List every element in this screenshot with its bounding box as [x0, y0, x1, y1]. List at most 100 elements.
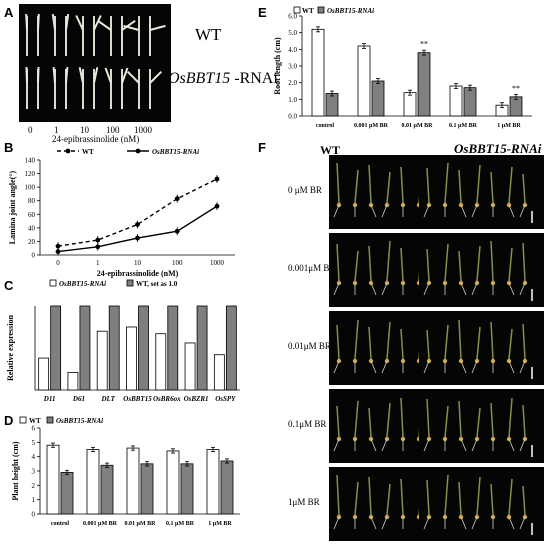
seedling-shoot [476, 245, 481, 282]
leaf-blade [75, 15, 84, 31]
chart-e-legend-wt-swatch [293, 6, 301, 14]
seedling-seed [368, 514, 374, 520]
chart-d-y-tick-label: 6 [32, 425, 36, 433]
chart-d-x-tick-label: 0.001 μM BR [83, 521, 118, 527]
leaf-blade [104, 67, 112, 84]
panel-f-row-label: 1μM BR [288, 497, 320, 507]
seedling-photo [419, 155, 544, 229]
seedling-photo [419, 389, 544, 463]
seedling-shoot [368, 245, 372, 282]
seedling-root [370, 282, 377, 296]
chart-e-bar [403, 92, 417, 117]
chart-c-x-tick-label: D61 [72, 395, 85, 403]
seedling-root [519, 438, 526, 452]
chart-e-legend-rnai-swatch [317, 6, 325, 14]
panel-a-tick-1: 1 [54, 125, 59, 135]
chart-e-y-tick-label: 6.0 [288, 13, 297, 21]
chart-d-x-tick-label: 0.01 μM BR [125, 521, 157, 527]
chart-d-bar [60, 472, 74, 515]
chart-d-legend-wt-swatch [19, 416, 27, 424]
seedling-shoot [458, 481, 462, 516]
chart-b: 0 20 40 60 80 100 120 140 0 1 10 100 1000 24-epibrass… [8, 148, 235, 278]
seedling-shoot [444, 243, 449, 282]
chart-c-legend-wt: WT, set as 1.0 [136, 280, 178, 288]
seedling-shoot [508, 397, 513, 438]
seedling-seed [522, 514, 528, 520]
chart-c-legend-rnai-swatch [49, 279, 57, 287]
chart-b-y-tick-label: 80 [28, 197, 36, 205]
seedling-root [370, 438, 377, 452]
chart-b-series-line [57, 205, 218, 253]
chart-b-point [214, 203, 220, 209]
seedling-root [471, 204, 478, 218]
chart-e-x-tick-label: 0.1 μM BR [449, 123, 478, 129]
chart-c-bar [155, 333, 167, 391]
panel-label-d: D [4, 413, 14, 428]
leaf-blade [97, 20, 112, 31]
chart-c-bar [184, 342, 196, 391]
chart-e-x-tick-label: 0.001 μM BR [354, 123, 389, 129]
chart-d-y-tick-label: 4 [32, 453, 36, 461]
chart-c-ylabel: Relative expression [6, 315, 15, 381]
chart-d-y-tick-label: 2 [32, 482, 36, 490]
seedling-shoot [458, 250, 462, 282]
seedling-shoot [336, 474, 340, 516]
chart-b-y-tick-label: 0 [32, 252, 36, 260]
seedling-shoot [476, 326, 481, 360]
chart-c-legend-rnai: OsBBT15-RNAi [59, 280, 106, 288]
chart-e-bar [357, 45, 371, 117]
panel-label-a: A [4, 5, 14, 20]
seedling-shoot [522, 173, 526, 204]
seedling-seed [384, 514, 390, 520]
seedling-shoot [490, 483, 494, 516]
chart-e-y-tick-label: 0.0 [288, 113, 297, 121]
panel-f-header-wt: WT [320, 143, 341, 157]
seedling-shoot [386, 402, 391, 438]
seedling-root [508, 438, 515, 452]
seedling-root [370, 516, 377, 530]
seedling-seed [506, 514, 512, 520]
chart-b-point [174, 228, 180, 234]
chart-d-x-tick-label: 1 μM BR [208, 521, 232, 527]
seedling-shoot [368, 476, 372, 516]
seedling-root [519, 516, 526, 530]
chart-d: 0 1 2 3 4 5 6 control 0.001 μM BR 0.01 μM BR 0.1 μ… [11, 416, 240, 527]
seedling-photo [419, 233, 544, 307]
seedling-root [508, 204, 515, 218]
chart-e-y-tick-label: 2.0 [288, 79, 297, 87]
seedling-root [460, 282, 467, 296]
gene-name: OsBBT15 [168, 70, 231, 87]
seedling-shoot [426, 167, 430, 204]
seedling-shoot [508, 247, 513, 282]
chart-c-bar [126, 326, 137, 391]
panel-f-row-label: 0.1μM BR [288, 419, 326, 429]
chart-b-y-tick-label: 100 [25, 184, 36, 192]
seedling-shoot [508, 328, 513, 360]
seedling-seed [442, 514, 448, 520]
chart-d-bar [126, 447, 140, 515]
chart-b-point [55, 249, 61, 255]
seedling-shoot [336, 324, 340, 360]
seedling-root [508, 282, 515, 296]
chart-e-x-tick-label: 0.01 μM BR [402, 123, 434, 129]
seedling-shoot [400, 247, 404, 282]
seedling-shoot [426, 479, 430, 516]
seedling-root [471, 360, 478, 374]
seedling-root [381, 282, 388, 296]
panel-a-tick-0: 0 [28, 125, 33, 135]
chart-c-legend-wt-swatch [126, 279, 134, 287]
panel-label-f: F [258, 140, 266, 155]
chart-d-x-tick-label: 0.1 μM BR [166, 521, 195, 527]
seedling-shoot [444, 162, 449, 204]
seedling-shoot [386, 483, 391, 516]
chart-d-y-tick-label: 1 [32, 496, 36, 504]
leaf-blade [78, 67, 84, 84]
leaf-blade [126, 70, 140, 84]
leaf-blade [121, 20, 136, 31]
seedling-shoot [458, 169, 462, 204]
seedling-seed [400, 514, 406, 520]
seedling-shoot [368, 326, 372, 360]
panel-f-row-label: 0.01μM BR [288, 341, 331, 351]
chart-c-bar [138, 305, 149, 391]
chart-b-x-tick-label: 10 [134, 259, 142, 267]
